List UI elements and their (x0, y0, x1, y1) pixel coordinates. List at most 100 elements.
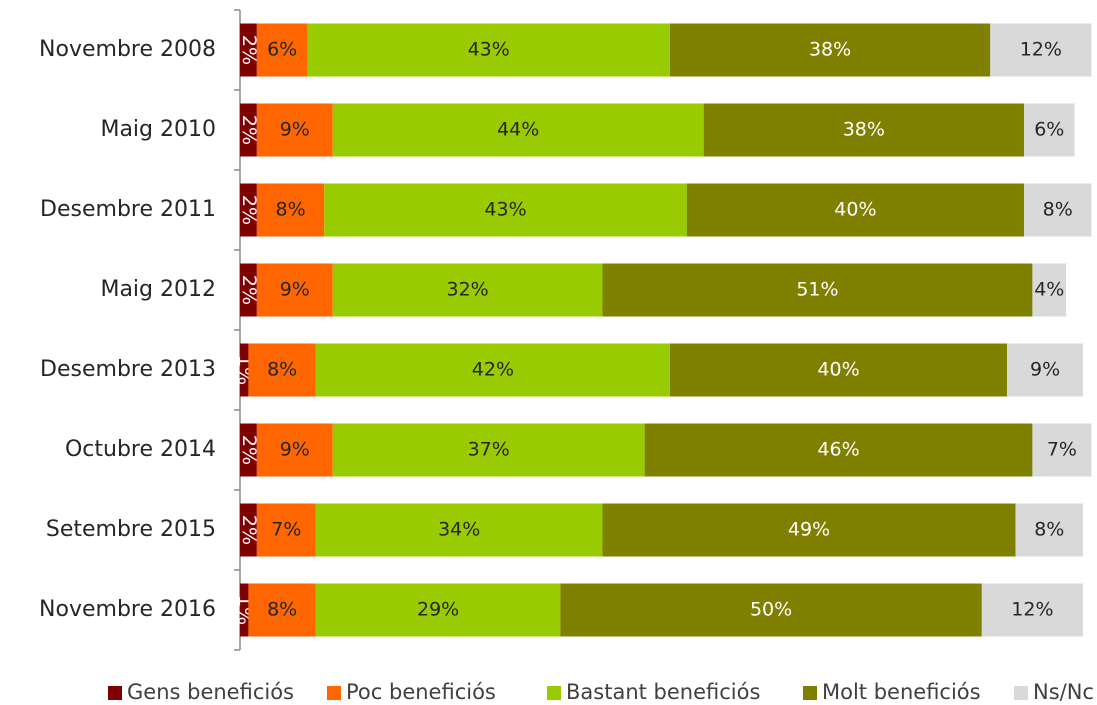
data-label: 38% (809, 39, 851, 61)
data-label: 8% (1034, 519, 1064, 541)
bar-row: 1% 8% 42% 40% 9% (234, 343, 1083, 397)
bar-segment (256, 103, 333, 157)
bar-segment (256, 23, 308, 77)
legend-item: Bastant beneficiós (547, 680, 760, 704)
data-label: 44% (497, 119, 539, 141)
bar-segment (1007, 343, 1083, 397)
bar-segment (324, 183, 687, 237)
data-label: 2% (238, 195, 260, 225)
data-label: 2% (238, 35, 260, 65)
data-label: 46% (817, 439, 859, 461)
data-label: 32% (446, 279, 488, 301)
bar-segment (248, 583, 316, 637)
bar-segment (256, 423, 333, 477)
legend-label: Gens beneficiós (127, 680, 294, 704)
bar-segment (315, 503, 603, 557)
bar-segment (981, 583, 1083, 637)
data-label: 2% (238, 115, 260, 145)
data-label: 2% (238, 515, 260, 545)
bar-segment (332, 423, 645, 477)
data-label: 4% (1034, 279, 1064, 301)
bar-segment (256, 503, 316, 557)
data-label: 9% (280, 439, 310, 461)
data-label: 2% (238, 275, 260, 305)
legend-item: Molt beneficiós (803, 680, 981, 704)
bar-segment (644, 423, 1033, 477)
category-label: Desembre 2013 (40, 357, 216, 382)
data-label: 49% (788, 519, 830, 541)
bar-segment (240, 423, 257, 477)
data-label: 34% (438, 519, 480, 541)
data-label: 9% (1030, 359, 1060, 381)
data-label: 9% (280, 279, 310, 301)
bar-segment (602, 503, 1016, 557)
bar-segment (256, 263, 333, 317)
bar-segment (332, 103, 704, 157)
bar-segment (1023, 183, 1092, 237)
data-label: 8% (267, 359, 297, 381)
bar-segment (315, 583, 561, 637)
data-label: 8% (1043, 199, 1073, 221)
bar-segment (1032, 263, 1067, 317)
bar-segment (240, 23, 257, 77)
data-label: 38% (843, 119, 885, 141)
data-label: 12% (1011, 599, 1053, 621)
data-label: 40% (834, 199, 876, 221)
category-label: Maig 2010 (100, 117, 216, 142)
legend-item: Poc beneficiós (327, 680, 496, 704)
data-label: 6% (267, 39, 297, 61)
category-label: Novembre 2008 (39, 37, 216, 62)
data-label: 7% (271, 519, 301, 541)
bar-segment (256, 183, 325, 237)
category-label: Setembre 2015 (46, 517, 216, 542)
bar-row: 2% 9% 44% 38% 6% (238, 103, 1075, 157)
category-label: Desembre 2011 (40, 197, 216, 222)
data-label: 51% (796, 279, 838, 301)
bar-segment (240, 103, 257, 157)
bar-row: 2% 7% 34% 49% 8% (238, 503, 1083, 557)
category-axis (234, 9, 241, 651)
data-label: 6% (1034, 119, 1064, 141)
bar-segment (332, 263, 603, 317)
data-label: 50% (750, 599, 792, 621)
data-label: 43% (468, 39, 510, 61)
bar-segment (1015, 503, 1083, 557)
bar-row: 2% 9% 37% 46% 7% (238, 423, 1092, 477)
bar-row: 2% 9% 32% 51% 4% (238, 263, 1067, 317)
bar-segment (990, 23, 1092, 77)
bar-segment (240, 263, 257, 317)
bar-row: 2% 8% 43% 40% 8% (238, 183, 1092, 237)
bar-segment (307, 23, 670, 77)
legend-label: Molt beneficiós (822, 680, 981, 704)
legend-label: Bastant beneficiós (566, 680, 760, 704)
bar-segment (1032, 423, 1092, 477)
bars: 2% 6% 43% 38% 12% 2% 9% 44% 38% 6% 2% 8% 43% 40% 8% 2% 9… (234, 23, 1092, 637)
data-label: 37% (468, 439, 510, 461)
bar-segment (240, 583, 249, 637)
bar-segment (686, 183, 1024, 237)
bar-segment (248, 343, 316, 397)
bar-row: 2% 6% 43% 38% 12% (238, 23, 1092, 77)
bar-segment (240, 503, 257, 557)
data-label: 9% (280, 119, 310, 141)
legend-item: Gens beneficiós (108, 680, 294, 704)
legend-swatch (108, 686, 122, 700)
bar-segment (240, 183, 257, 237)
legend: Gens beneficiós Poc beneficiós Bastant ben… (108, 680, 1094, 704)
legend-label: Poc beneficiós (346, 680, 496, 704)
legend-swatch (547, 686, 561, 700)
bar-segment (703, 103, 1024, 157)
data-label: 42% (472, 359, 514, 381)
bar-segment (602, 263, 1033, 317)
data-label: 2% (238, 435, 260, 465)
bar-row: 1% 8% 29% 50% 12% (234, 583, 1083, 637)
category-labels: Novembre 2008 Maig 2010 Desembre 2011 Maig … (39, 37, 216, 622)
bar-segment (669, 23, 991, 77)
legend-item: Ns/Nc (1014, 680, 1094, 704)
bar-segment (669, 343, 1008, 397)
legend-swatch (1014, 686, 1028, 700)
category-label: Octubre 2014 (65, 437, 216, 462)
data-label: 7% (1047, 439, 1077, 461)
data-label: 29% (417, 599, 459, 621)
